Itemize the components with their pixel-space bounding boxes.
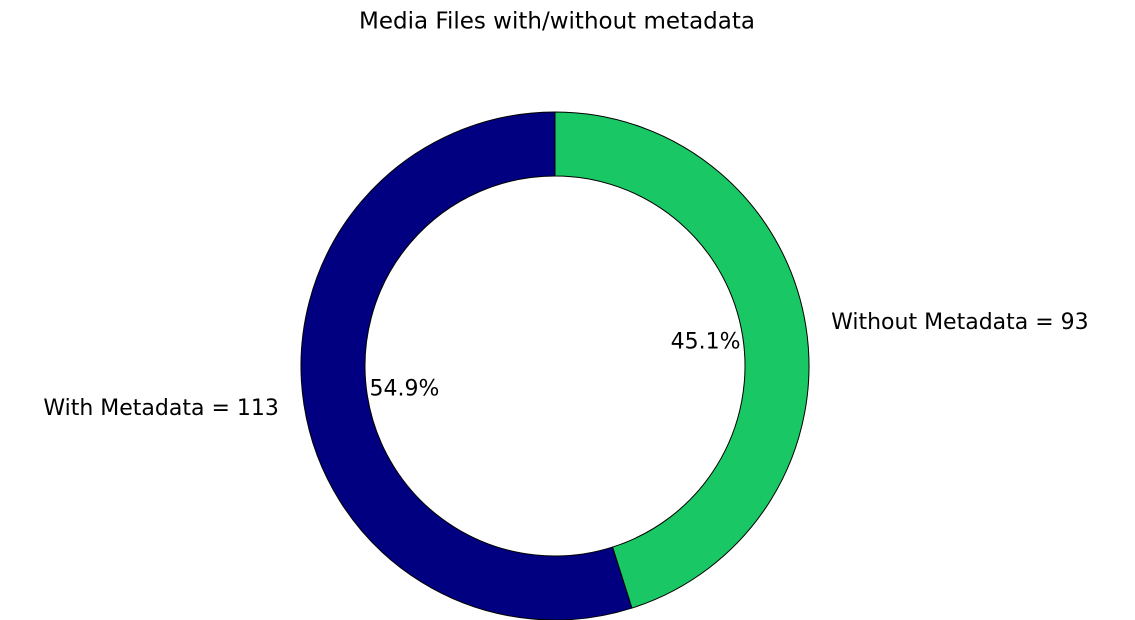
segment-label: Without Metadata = 93 [831, 310, 1089, 335]
chart-title: Media Files with/without metadata [359, 9, 755, 35]
value-label: 45.1% [671, 330, 741, 355]
donut-segment [554, 111, 810, 609]
value-label: 54.9% [369, 376, 439, 401]
donut-segment [300, 111, 633, 620]
segment-label: With Metadata = 113 [43, 396, 279, 421]
